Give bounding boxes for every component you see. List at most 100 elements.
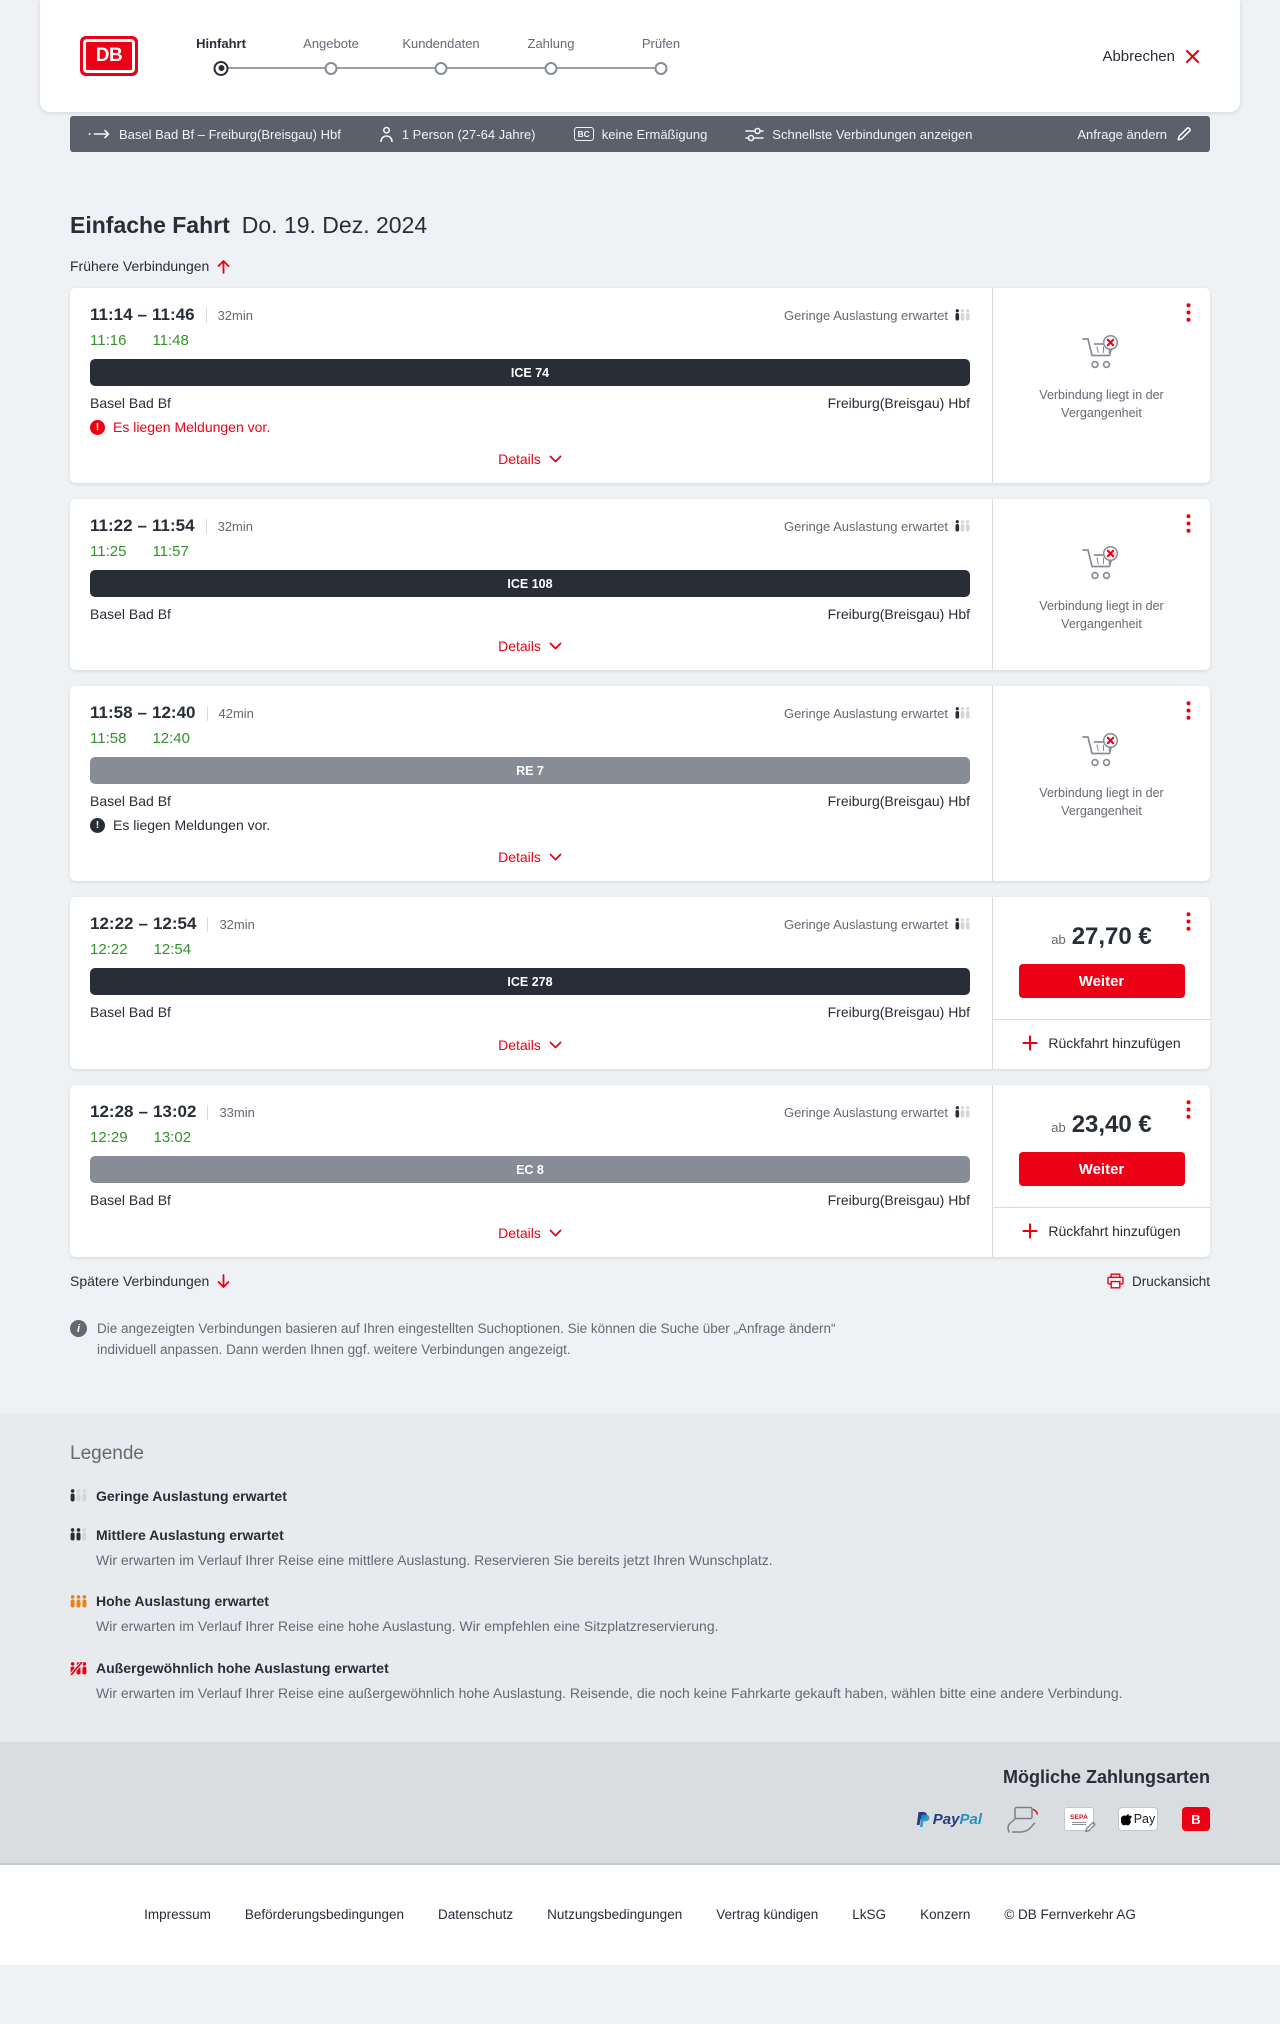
occupancy-indicator: Geringe Auslastung erwartet <box>784 308 970 323</box>
occupancy-indicator: Geringe Auslastung erwartet <box>784 706 970 721</box>
step-angebote[interactable]: Angebote <box>303 36 359 51</box>
passengers-text: 1 Person (27-64 Jahre) <box>401 126 536 142</box>
divider <box>207 916 209 932</box>
add-return-button[interactable]: Rückfahrt hinzufügen <box>1022 1223 1181 1253</box>
db-voucher-icon: B <box>1182 1807 1210 1832</box>
info-icon: i <box>70 1320 87 1337</box>
step-kundendaten[interactable]: Kundendaten <box>402 36 480 51</box>
one-way-icon <box>88 129 110 139</box>
past-connection-note: Verbindung liegt in der Vergangenheit <box>1039 786 1164 819</box>
kebab-icon <box>1186 514 1191 533</box>
cancel-button[interactable]: Abbrechen <box>1102 48 1200 65</box>
divider <box>993 1207 1210 1208</box>
cart-unavailable-icon <box>1081 334 1118 369</box>
chevron-down-icon <box>549 1229 562 1237</box>
divider <box>207 1104 209 1120</box>
kebab-menu[interactable] <box>1182 301 1195 329</box>
continue-button[interactable]: Weiter <box>1018 964 1185 998</box>
price-prefix: ab <box>1051 1120 1066 1135</box>
arrival-station: Freiburg(Breisgau) Hbf <box>827 793 970 809</box>
details-toggle[interactable]: Details <box>492 1033 568 1057</box>
step-zahlung[interactable]: Zahlung <box>527 36 575 51</box>
connection-duration: 42min <box>218 705 254 721</box>
connection-main: 11:14–11:46 32min Geringe Auslastung erw… <box>70 288 992 483</box>
train-label-bar: ICE 278 <box>90 968 970 995</box>
footer-link-nutzungsbedingungen[interactable]: Nutzungsbedingungen <box>547 1907 683 1923</box>
footer-link-impressum[interactable]: Impressum <box>144 1907 211 1923</box>
realtime-times: 12:22 12:54 <box>90 941 970 958</box>
details-toggle[interactable]: Details <box>492 447 568 471</box>
occupancy-label: Geringe Auslastung erwartet <box>783 916 948 932</box>
edit-request-label: Anfrage ändern <box>1077 126 1167 142</box>
details-toggle[interactable]: Details <box>492 845 568 869</box>
kebab-menu[interactable] <box>1182 910 1195 938</box>
legend-section: Legende Geringe Auslastung erwartet Mitt… <box>0 1412 1280 1742</box>
kebab-icon <box>1186 1100 1191 1119</box>
step-pruefen[interactable]: Prüfen <box>641 36 681 51</box>
search-summary-bar: Basel Bad Bf – Freiburg(Breisgau) Hbf 1 … <box>70 116 1210 152</box>
connection-times: 12:22–12:54 <box>90 914 197 933</box>
connection-list: 11:14–11:46 32min Geringe Auslastung erw… <box>70 288 1210 1257</box>
later-connections-link[interactable]: Spätere Verbindungen <box>70 1273 230 1289</box>
price-row: ab 23,40 € <box>1051 1111 1152 1139</box>
panel-price: ab 23,40 € Weiter Rückfahrt hinzufügen <box>993 1085 1210 1257</box>
train-label: ICE 278 <box>507 974 553 989</box>
print-view-link[interactable]: Druckansicht <box>1107 1273 1210 1289</box>
connection-times: 11:58–12:40 <box>90 703 196 722</box>
search-options-note: i Die angezeigten Verbindungen basieren … <box>70 1319 880 1361</box>
step-dot-pruefen[interactable] <box>654 61 668 75</box>
occupancy-low-icon <box>70 1489 87 1502</box>
details-toggle[interactable]: Details <box>492 1221 568 1245</box>
page-title: Einfache Fahrt Do. 19. Dez. 2024 <box>70 210 1210 240</box>
departure-station: Basel Bad Bf <box>90 395 171 411</box>
connection-main: 12:28–13:02 33min Geringe Auslastung erw… <box>70 1085 992 1257</box>
chevron-down-icon <box>549 853 562 861</box>
edit-request-button[interactable]: Anfrage ändern <box>1077 126 1192 142</box>
footer-link-befoerderungsbedingungen[interactable]: Beförderungsbedingungen <box>244 1907 405 1923</box>
occupancy-low-icon <box>955 309 970 321</box>
travel-date: Do. 19. Dez. 2024 <box>241 212 428 238</box>
legend-item-exceptional: Außergewöhnlich hohe Auslastung erwartet… <box>70 1660 1210 1704</box>
db-logo[interactable]: DB <box>80 36 138 76</box>
occupancy-label: Geringe Auslastung erwartet <box>783 1104 948 1120</box>
past-connection-note: Verbindung liegt in der Vergangenheit <box>1039 599 1164 632</box>
kebab-menu[interactable] <box>1182 512 1195 540</box>
passengers-summary: 1 Person (27-64 Jahre) <box>379 126 536 142</box>
panel-past: Verbindung liegt in der Vergangenheit <box>993 686 1210 836</box>
stepper-track <box>166 60 716 76</box>
departure-station: Basel Bad Bf <box>90 606 171 622</box>
earlier-connections-link[interactable]: Frühere Verbindungen <box>70 258 230 274</box>
train-label-bar: EC 8 <box>90 1156 970 1183</box>
occupancy-indicator: Geringe Auslastung erwartet <box>784 1105 970 1120</box>
footer-link-lksg[interactable]: LkSG <box>852 1907 887 1923</box>
details-toggle[interactable]: Details <box>492 634 568 658</box>
plus-icon <box>1022 1223 1038 1239</box>
occupancy-indicator: Geringe Auslastung erwartet <box>784 917 970 932</box>
step-dot-kundendaten[interactable] <box>434 61 448 75</box>
continue-button[interactable]: Weiter <box>1018 1152 1185 1186</box>
step-dot-angebote[interactable] <box>324 61 338 75</box>
kebab-menu[interactable] <box>1182 1098 1195 1126</box>
footer-link-vertrag-kuendigen[interactable]: Vertrag kündigen <box>716 1907 819 1923</box>
step-dot-zahlung[interactable] <box>544 61 558 75</box>
fastest-text: Schnellste Verbindungen anzeigen <box>772 126 973 142</box>
connection-duration: 32min <box>217 518 253 534</box>
add-return-button[interactable]: Rückfahrt hinzufügen <box>1022 1035 1181 1065</box>
step-hinfahrt[interactable]: Hinfahrt <box>196 36 246 51</box>
step-dot-hinfahrt[interactable] <box>213 60 229 76</box>
arrow-up-icon <box>217 259 230 274</box>
kebab-menu[interactable] <box>1182 699 1195 727</box>
footer-link-datenschutz[interactable]: Datenschutz <box>438 1907 514 1923</box>
realtime-arrive: 11:48 <box>152 332 189 349</box>
credit-card-hand-icon <box>1007 1806 1039 1833</box>
connection-card: 11:58–12:40 42min Geringe Auslastung erw… <box>70 686 1210 881</box>
arrival-station: Freiburg(Breisgau) Hbf <box>827 1004 970 1020</box>
occupancy-label: Geringe Auslastung erwartet <box>783 518 948 534</box>
footer-link-konzern[interactable]: Konzern <box>920 1907 971 1923</box>
connection-times: 12:28–13:02 <box>90 1102 197 1121</box>
warning-text: Es liegen Meldungen vor. <box>113 817 271 833</box>
checkout-header: DB Hinfahrt Angebote Kundendaten Zahlung… <box>40 0 1240 112</box>
occupancy-label: Geringe Auslastung erwartet <box>783 705 948 721</box>
panel-price: ab 27,70 € Weiter Rückfahrt hinzufügen <box>993 897 1210 1069</box>
route-summary: Basel Bad Bf – Freiburg(Breisgau) Hbf <box>88 127 341 142</box>
